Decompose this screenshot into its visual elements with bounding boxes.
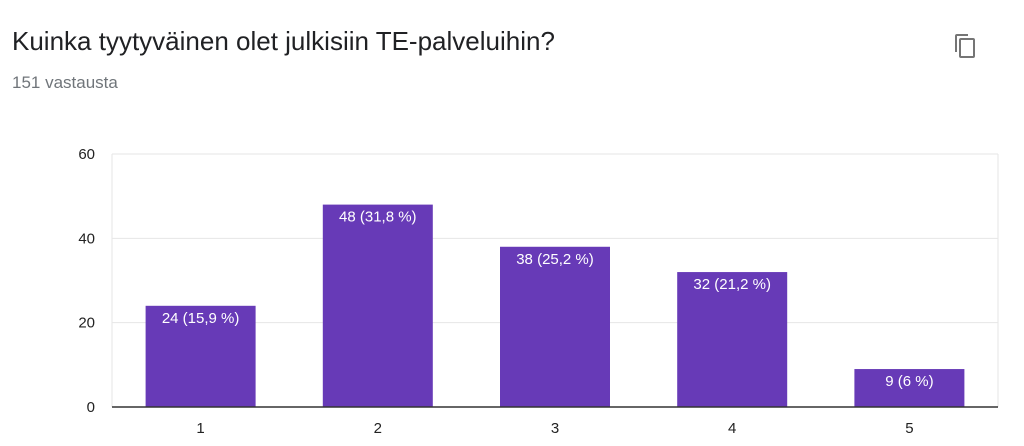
x-tick-label: 4: [728, 420, 736, 437]
y-tick-label: 20: [78, 315, 95, 332]
response-count: 151 vastausta: [12, 73, 118, 92]
bar-data-label: 24 (15,9 %): [162, 310, 240, 327]
x-tick-label: 5: [905, 420, 913, 437]
bar-data-label: 32 (21,2 %): [693, 276, 771, 293]
x-tick-label: 2: [374, 420, 382, 437]
y-tick-label: 0: [87, 399, 95, 416]
copy-icon: [955, 34, 975, 58]
bar: [854, 369, 965, 407]
bar: [500, 246, 610, 407]
bar-data-label: 9 (6 %): [885, 373, 933, 390]
x-tick-label: 3: [551, 420, 559, 437]
y-tick-label: 60: [78, 146, 95, 163]
x-tick-label: 1: [196, 420, 204, 437]
bar: [322, 204, 433, 407]
chart-title: Kuinka tyytyväinen olet julkisiin TE-pal…: [12, 26, 555, 56]
bar: [145, 305, 256, 407]
bar: [677, 272, 788, 407]
bar-data-label: 38 (25,2 %): [516, 251, 594, 268]
y-tick-label: 40: [78, 230, 95, 247]
bar-data-label: 48 (31,8 %): [339, 209, 417, 226]
copy-chart-button[interactable]: [948, 28, 982, 62]
